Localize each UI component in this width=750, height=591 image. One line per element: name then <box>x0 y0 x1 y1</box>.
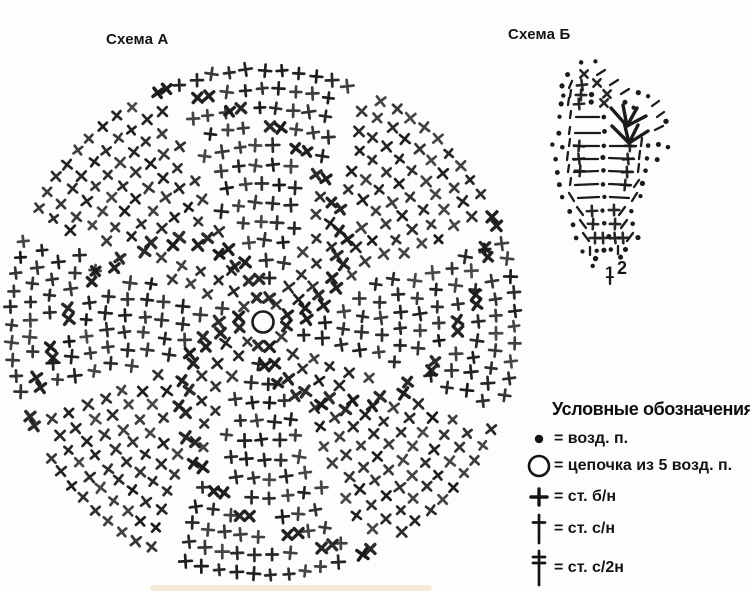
dc-two-icon <box>524 549 554 587</box>
legend-item-dc-two: = ст. с/2н <box>524 547 750 589</box>
svg-text:2: 2 <box>617 258 627 278</box>
scheme-a-title: Схема А <box>106 31 169 48</box>
legend-item-label: = ст. б/н <box>554 488 616 505</box>
legend-item-chain-ring: = цепочка из 5 возд. п. <box>524 451 750 481</box>
legend-item-label: = ст. с/н <box>554 520 616 537</box>
scheme-b-title: Схема Б <box>508 26 571 43</box>
legend-item-label: = ст. с/2н <box>554 559 624 576</box>
legend-item-label: = возд. п. <box>554 430 629 447</box>
highlight-strip <box>150 585 432 591</box>
legend-item-sc-plus: = ст. б/н <box>524 483 750 511</box>
legend-item-chain-dot: = возд. п. <box>524 427 750 451</box>
chain-ring-icon <box>524 453 554 479</box>
legend: Условные обозначения: = возд. п. = цепочк… <box>524 398 750 589</box>
sc-plus-icon <box>524 487 554 507</box>
legend-item-dc-one: = ст. с/н <box>524 511 750 547</box>
legend-item-label: = цепочка из 5 возд. п. <box>554 457 733 474</box>
chain-dot-icon <box>524 428 554 450</box>
legend-items: = возд. п. = цепочка из 5 возд. п. = ст. б… <box>524 427 750 589</box>
legend-title: Условные обозначения: <box>552 399 750 419</box>
dc-one-icon <box>524 513 554 545</box>
svg-text:1: 1 <box>605 263 614 282</box>
